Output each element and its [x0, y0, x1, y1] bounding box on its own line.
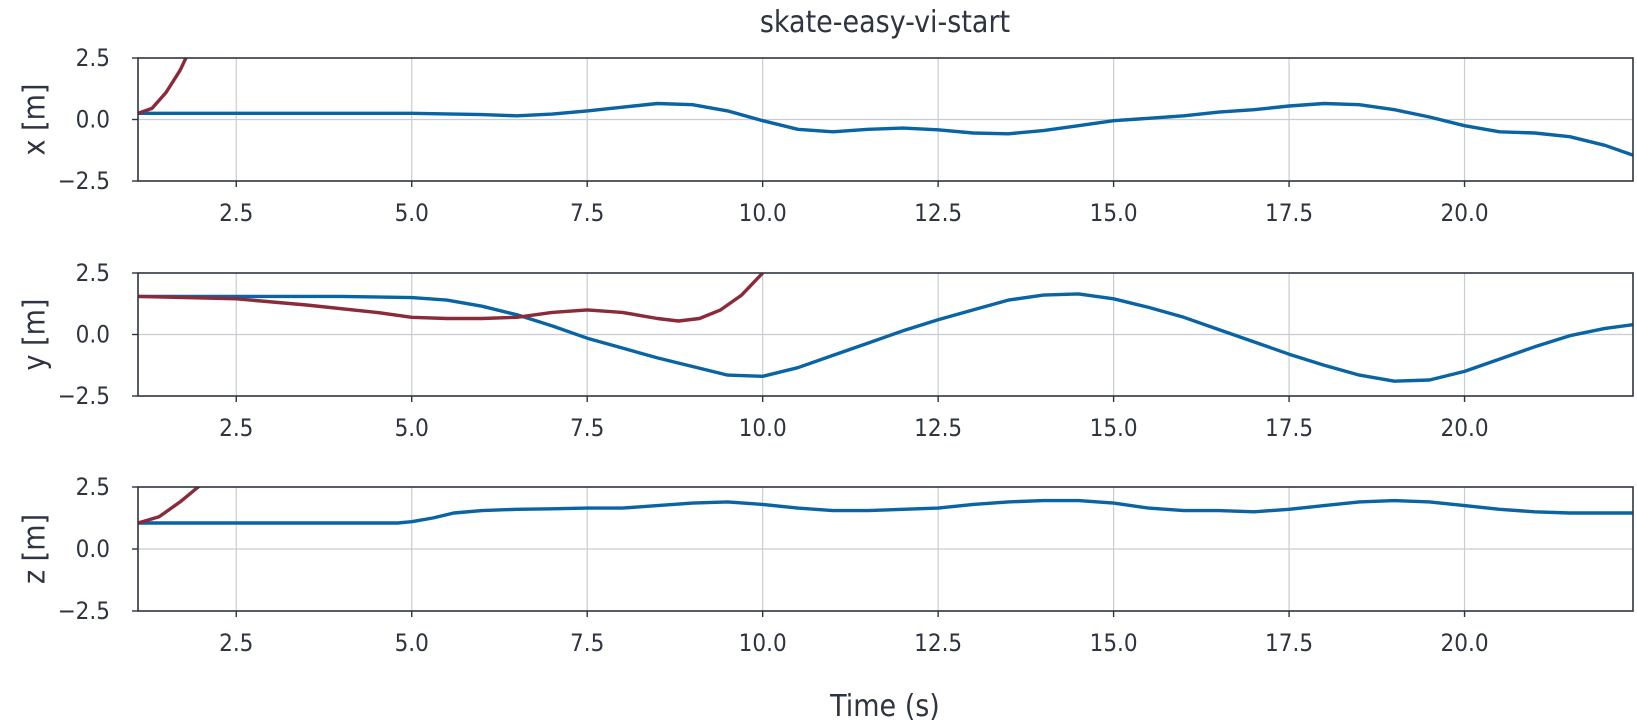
x-tick-label: 12.5 — [914, 629, 962, 657]
x-tick-label: 10.0 — [739, 199, 787, 227]
x-tick-label: 7.5 — [570, 414, 604, 442]
x-tick-label: 15.0 — [1090, 414, 1138, 442]
x-tick-label: 7.5 — [570, 629, 604, 657]
series-line-blue — [138, 498, 1633, 525]
x-tick-label: 17.5 — [1265, 414, 1313, 442]
y-tick-label: −2.5 — [58, 597, 110, 625]
x-tick-label: 20.0 — [1441, 414, 1489, 442]
y-axis-label: y [m] — [18, 299, 53, 371]
x-tick-label: 10.0 — [739, 414, 787, 442]
y-tick-label: 0.0 — [76, 535, 110, 563]
x-tick-label: 2.5 — [219, 629, 253, 657]
x-tick-label: 15.0 — [1090, 629, 1138, 657]
y-axis-label: x [m] — [18, 84, 53, 156]
series-line-blue — [138, 292, 1633, 383]
series-line-blue — [138, 101, 1633, 157]
x-tick-label: 10.0 — [739, 629, 787, 657]
x-tick-label: 17.5 — [1265, 199, 1313, 227]
y-tick-label: 0.0 — [76, 321, 110, 349]
subplot-3: 2.5 5.0 7.5 10.0 12.5 15.0 17.5 20.0 2.5 0.0 −2.5z… — [18, 473, 1634, 657]
x-tick-label: 17.5 — [1265, 629, 1313, 657]
x-tick-label: 20.0 — [1441, 199, 1489, 227]
y-tick-label: 2.5 — [76, 473, 110, 501]
series-line-red — [138, 487, 201, 525]
x-tick-label: 5.0 — [395, 629, 429, 657]
y-tick-label: 2.5 — [76, 44, 110, 72]
x-tick-label: 15.0 — [1090, 199, 1138, 227]
x-tick-label: 20.0 — [1441, 629, 1489, 657]
x-tick-label: 7.5 — [570, 199, 604, 227]
x-tick-label: 5.0 — [395, 199, 429, 227]
x-axis-label: Time (s) — [829, 689, 940, 724]
series-line-red — [138, 58, 188, 116]
subplot-1: 2.5 5.0 7.5 10.0 12.5 15.0 17.5 20.0 2.5 0.0 −2.5x… — [18, 44, 1634, 227]
x-tick-label: 2.5 — [219, 199, 253, 227]
y-tick-label: −2.5 — [58, 382, 110, 410]
subplots: 2.5 5.0 7.5 10.0 12.5 15.0 17.5 20.02.50.0−2.5x… — [18, 44, 1634, 657]
x-tick-label: 12.5 — [914, 414, 962, 442]
series-line-red — [138, 273, 765, 323]
chart-title: skate-easy-vi-start — [760, 5, 1010, 40]
subplot-2: 2.5 5.0 7.5 10.0 12.5 15.0 17.5 20.0 2.5 0.0 −2.5y… — [18, 259, 1634, 442]
y-tick-label: 2.5 — [76, 259, 110, 287]
x-tick-label: 2.5 — [219, 414, 253, 442]
x-tick-label: 5.0 — [395, 414, 429, 442]
x-tick-label: 12.5 — [914, 199, 962, 227]
y-tick-label: 0.0 — [76, 106, 110, 134]
y-axis-label: z [m] — [18, 514, 53, 584]
y-tick-label: −2.5 — [58, 167, 110, 195]
